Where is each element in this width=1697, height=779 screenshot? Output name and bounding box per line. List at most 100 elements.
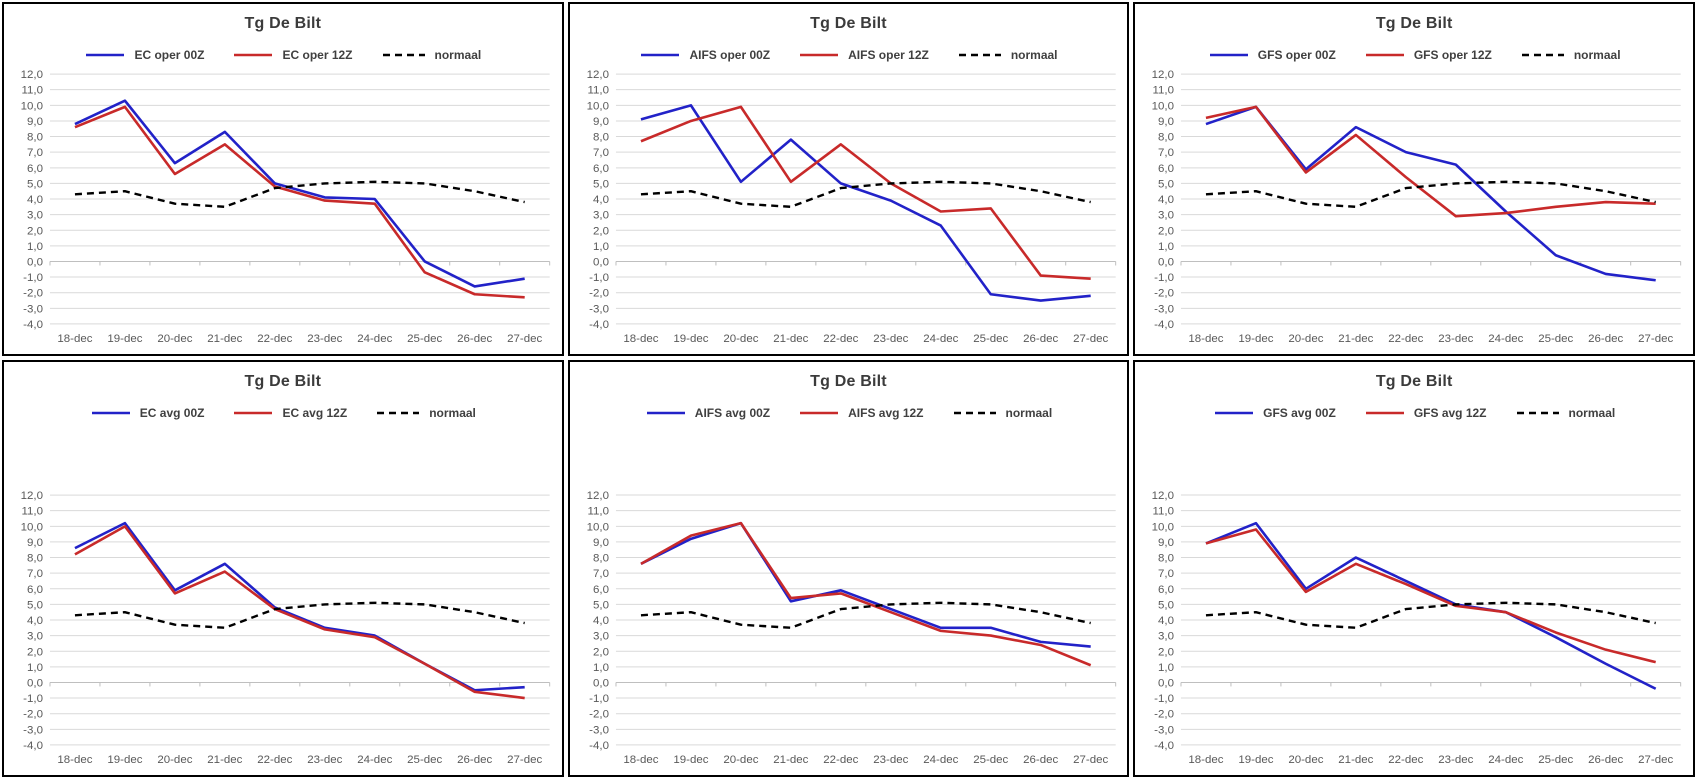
svg-text:9,0: 9,0: [593, 537, 609, 549]
chart-panel-gfs-avg: Tg De Bilt GFS avg 00Z GFS avg 12Z norma…: [1133, 360, 1695, 777]
svg-text:1,0: 1,0: [27, 662, 43, 674]
chart-panel-gfs-oper: Tg De Bilt GFS oper 00Z GFS oper 12Z nor…: [1133, 2, 1695, 356]
svg-text:2,0: 2,0: [1158, 646, 1174, 658]
svg-text:-1,0: -1,0: [589, 272, 609, 284]
svg-text:22-dec: 22-dec: [1389, 333, 1424, 345]
chart-title: Tg De Bilt: [244, 373, 322, 390]
svg-text:11,0: 11,0: [587, 506, 609, 518]
svg-text:2,0: 2,0: [593, 225, 609, 237]
svg-text:1,0: 1,0: [27, 241, 43, 253]
solid-line-sample-icon: [234, 411, 273, 415]
solid-line-sample-icon: [1365, 53, 1404, 57]
svg-text:9,0: 9,0: [1158, 537, 1174, 549]
svg-text:26-dec: 26-dec: [1023, 754, 1058, 766]
svg-text:6,0: 6,0: [1158, 584, 1174, 596]
svg-text:8,0: 8,0: [1158, 553, 1174, 565]
svg-text:-2,0: -2,0: [589, 709, 609, 721]
svg-text:0,0: 0,0: [27, 677, 43, 689]
svg-text:27-dec: 27-dec: [507, 754, 542, 766]
svg-text:19-dec: 19-dec: [107, 333, 142, 345]
svg-text:3,0: 3,0: [27, 210, 43, 222]
svg-text:-1,0: -1,0: [23, 693, 43, 705]
legend-label: GFS avg 12Z: [1413, 406, 1487, 420]
svg-text:26-dec: 26-dec: [1588, 754, 1623, 766]
svg-text:0,0: 0,0: [1158, 256, 1174, 268]
svg-text:23-dec: 23-dec: [873, 333, 908, 345]
solid-line-sample-icon: [1209, 53, 1248, 57]
svg-text:6,0: 6,0: [27, 584, 43, 596]
svg-text:19-dec: 19-dec: [673, 754, 708, 766]
svg-text:-3,0: -3,0: [23, 724, 43, 736]
chart-legend: AIFS avg 00Z AIFS avg 12Z normaal: [570, 404, 1128, 422]
legend-item: GFS oper 12Z: [1364, 48, 1492, 62]
svg-text:9,0: 9,0: [27, 116, 43, 128]
chart-title: Tg De Bilt: [810, 373, 887, 390]
svg-text:23-dec: 23-dec: [873, 754, 908, 766]
chart-panel-ec-avg: Tg De Bilt EC avg 00Z EC avg 12Z normaal…: [2, 360, 564, 777]
legend-label: normaal: [1005, 406, 1053, 420]
svg-text:22-dec: 22-dec: [257, 333, 292, 345]
svg-text:4,0: 4,0: [593, 615, 609, 627]
dashed-line-sample-icon: [958, 53, 1001, 57]
svg-text:27-dec: 27-dec: [1638, 333, 1673, 345]
legend-item: AIFS avg 12Z: [798, 406, 924, 420]
legend-label: GFS avg 00Z: [1263, 406, 1336, 420]
svg-text:7,0: 7,0: [593, 147, 609, 159]
plot-area: 12,0 11,0 10,0 9,0 8,0 7,0 6,0 5,0 4,0 3,0 2,0 1,0 0…: [570, 64, 1128, 354]
svg-text:-3,0: -3,0: [589, 724, 609, 736]
svg-text:3,0: 3,0: [593, 210, 609, 222]
legend-item: GFS oper 00Z: [1208, 48, 1336, 62]
plot-area: 12,0 11,0 10,0 9,0 8,0 7,0 6,0 5,0 4,0 3,0 2,0 1,0 0…: [1135, 64, 1693, 354]
svg-text:26-dec: 26-dec: [457, 754, 492, 766]
legend-label: AIFS oper 12Z: [848, 48, 929, 62]
svg-text:7,0: 7,0: [1158, 568, 1174, 580]
svg-text:20-dec: 20-dec: [723, 333, 758, 345]
svg-text:8,0: 8,0: [593, 553, 609, 565]
chart-legend: EC avg 00Z EC avg 12Z normaal: [4, 404, 562, 422]
line-chart: 12,0 11,0 10,0 9,0 8,0 7,0 6,0 5,0 4,0 3,0 2,0 1,0 0…: [21, 490, 551, 766]
svg-text:19-dec: 19-dec: [673, 333, 708, 345]
svg-text:5,0: 5,0: [27, 599, 43, 611]
svg-text:20-dec: 20-dec: [157, 754, 192, 766]
svg-text:3,0: 3,0: [27, 631, 43, 643]
legend-label: normaal: [1010, 48, 1058, 62]
chart-panel-aifs-avg: Tg De Bilt AIFS avg 00Z AIFS avg 12Z nor…: [567, 360, 1130, 777]
svg-text:2,0: 2,0: [27, 225, 43, 237]
svg-text:-2,0: -2,0: [23, 288, 43, 300]
legend-item: EC oper 12Z: [232, 48, 353, 62]
svg-text:21-dec: 21-dec: [773, 754, 808, 766]
svg-text:2,0: 2,0: [593, 646, 609, 658]
chart-title: Tg De Bilt: [810, 15, 887, 32]
svg-text:24-dec: 24-dec: [923, 333, 958, 345]
svg-text:7,0: 7,0: [27, 147, 43, 159]
svg-text:1,0: 1,0: [593, 241, 609, 253]
svg-text:3,0: 3,0: [1158, 631, 1174, 643]
svg-text:27-dec: 27-dec: [507, 333, 542, 345]
svg-text:0,0: 0,0: [27, 256, 43, 268]
svg-text:21-dec: 21-dec: [207, 333, 242, 345]
chart-title: Tg De Bilt: [244, 15, 322, 32]
legend-label: normaal: [429, 406, 476, 420]
legend-label: EC avg 12Z: [282, 406, 348, 420]
svg-text:24-dec: 24-dec: [357, 333, 392, 345]
solid-line-sample-icon: [1215, 411, 1254, 415]
svg-text:27-dec: 27-dec: [1073, 333, 1108, 345]
svg-text:12,0: 12,0: [1152, 69, 1174, 81]
legend-label: EC oper 12Z: [282, 48, 353, 62]
svg-text:18-dec: 18-dec: [57, 754, 92, 766]
svg-text:4,0: 4,0: [27, 194, 43, 206]
svg-text:7,0: 7,0: [27, 568, 43, 580]
plot-area: 12,0 11,0 10,0 9,0 8,0 7,0 6,0 5,0 4,0 3,0 2,0 1,0 0…: [4, 64, 562, 354]
svg-text:8,0: 8,0: [27, 132, 43, 144]
svg-text:5,0: 5,0: [593, 178, 609, 190]
svg-text:10,0: 10,0: [21, 100, 43, 112]
svg-text:21-dec: 21-dec: [1339, 333, 1374, 345]
svg-text:21-dec: 21-dec: [773, 333, 808, 345]
svg-text:18-dec: 18-dec: [1189, 754, 1224, 766]
svg-text:6,0: 6,0: [593, 584, 609, 596]
svg-text:20-dec: 20-dec: [1289, 333, 1324, 345]
svg-text:26-dec: 26-dec: [1588, 333, 1623, 345]
svg-text:19-dec: 19-dec: [1239, 333, 1274, 345]
dashed-line-sample-icon: [1516, 411, 1559, 415]
svg-text:-4,0: -4,0: [23, 319, 43, 331]
